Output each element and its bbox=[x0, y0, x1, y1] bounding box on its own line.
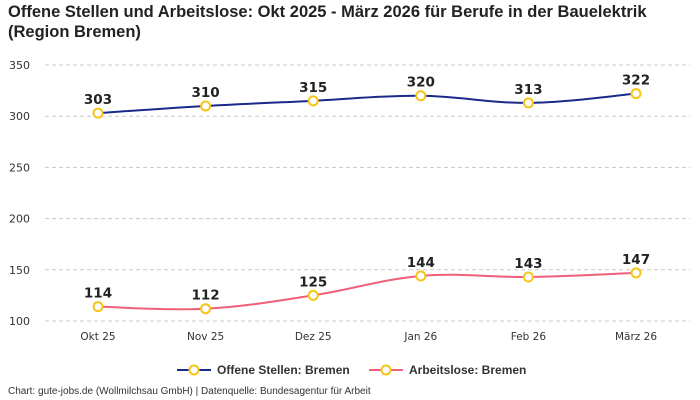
data-label: 322 bbox=[622, 73, 650, 89]
data-label: 144 bbox=[407, 255, 435, 271]
data-label: 114 bbox=[84, 286, 112, 302]
data-point bbox=[92, 107, 104, 119]
data-label: 147 bbox=[622, 252, 650, 268]
series-line bbox=[97, 92, 637, 115]
data-label: 315 bbox=[299, 80, 327, 96]
data-label: 310 bbox=[192, 85, 220, 101]
data-label: 313 bbox=[514, 82, 542, 98]
x-tick-label: Jan 26 bbox=[403, 331, 437, 343]
data-point bbox=[415, 90, 427, 102]
data-point bbox=[200, 303, 212, 315]
data-point bbox=[630, 267, 642, 279]
data-point bbox=[200, 100, 212, 112]
data-point bbox=[522, 97, 534, 109]
legend-line-icon bbox=[369, 364, 403, 376]
data-point bbox=[92, 301, 104, 313]
legend-item-offene-stellen[interactable]: Offene Stellen: Bremen bbox=[163, 363, 350, 377]
footer-source: Chart: gute-jobs.de (Wollmilchsau GmbH) … bbox=[8, 386, 371, 397]
legend-line-icon bbox=[177, 364, 211, 376]
chart-title: Offene Stellen und Arbeitslose: Okt 2025… bbox=[8, 3, 647, 41]
x-tick-label: Okt 25 bbox=[80, 331, 115, 343]
data-label: 320 bbox=[407, 75, 435, 91]
y-tick-label: 250 bbox=[9, 161, 30, 174]
data-point bbox=[522, 271, 534, 283]
legend-item-arbeitslose[interactable]: Arbeitslose: Bremen bbox=[355, 363, 526, 377]
data-label: 125 bbox=[299, 274, 327, 290]
data-label: 303 bbox=[84, 92, 112, 108]
data-point bbox=[630, 88, 642, 100]
series-line bbox=[97, 271, 637, 311]
data-point bbox=[307, 95, 319, 107]
legend-label: Arbeitslose: Bremen bbox=[409, 363, 527, 377]
y-tick-label: 200 bbox=[9, 213, 30, 226]
legend-label: Offene Stellen: Bremen bbox=[217, 363, 350, 377]
x-tick-label: Dez 25 bbox=[295, 331, 332, 343]
y-tick-label: 100 bbox=[9, 315, 30, 328]
data-point bbox=[415, 270, 427, 282]
data-label: 112 bbox=[192, 288, 220, 304]
y-tick-label: 350 bbox=[9, 59, 30, 72]
x-tick-label: März 26 bbox=[615, 331, 657, 343]
x-tick-label: Feb 26 bbox=[511, 331, 547, 343]
data-label: 143 bbox=[514, 256, 542, 272]
x-tick-label: Nov 25 bbox=[187, 331, 224, 343]
y-tick-label: 150 bbox=[9, 264, 30, 277]
y-tick-label: 300 bbox=[9, 110, 30, 123]
data-point bbox=[307, 289, 319, 301]
